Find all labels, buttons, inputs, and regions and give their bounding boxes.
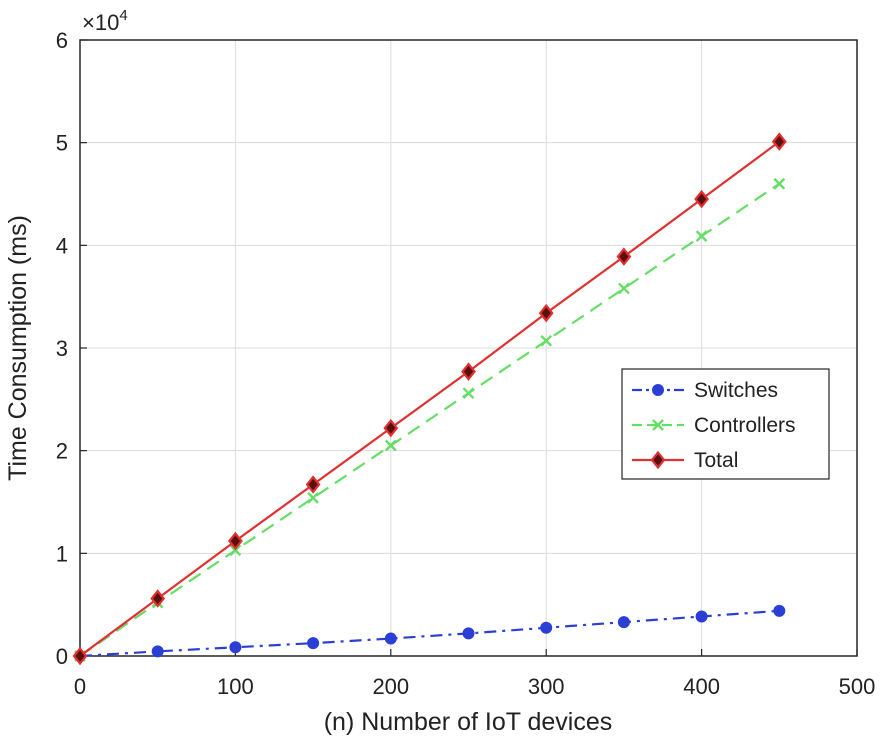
x-tick-label: 400 [683,674,720,699]
data-point-controllers [773,177,786,190]
legend: Switches Controllers Total [621,368,830,480]
legend-marker-total [650,450,666,470]
data-point-switches [307,637,320,650]
grid [79,39,858,657]
series-line-switches [79,609,780,658]
y-axis-label: Time Consumption (ms) [4,215,32,481]
x-axis-label: (n) Number of IoT devices [324,708,613,736]
data-point-switches [151,645,164,658]
legend-marker-switches [652,384,664,396]
data-point-total [150,589,166,608]
data-point-total [461,362,476,381]
data-point-total [383,418,399,438]
data-point-total [538,303,554,323]
x-tick-label: 100 [217,674,254,699]
legend-item-switches: Switches [632,379,778,402]
legend-item-total: Total [632,449,738,472]
legend-marker-controllers [652,419,664,431]
x-tick-label: 200 [372,674,409,699]
data-point-total [72,646,88,666]
data-point-controllers [462,387,475,400]
y-axis: 0 1 2 3 4 5 6 [56,28,87,669]
x-tick-label: 300 [528,674,565,699]
y-tick-label: 4 [56,233,68,258]
data-point-controllers [540,334,553,347]
y-tick-label: 3 [56,336,68,361]
data-point-total [227,531,243,551]
x-tick-label: 0 [74,674,86,699]
data-point-switches [384,632,397,645]
data-point-total [771,132,787,151]
y-tick-label: 1 [56,541,68,566]
data-point-total [694,189,710,209]
y-tick-label: 5 [56,131,68,156]
legend-label-controllers: Controllers [694,414,796,437]
data-point-switches [229,641,242,654]
data-point-controllers [695,230,708,242]
data-point-switches [773,604,786,617]
series-layer [72,132,787,666]
y-axis-multiplier: ×104 [82,7,128,35]
legend-label-total: Total [694,449,738,472]
series-switches [74,604,786,662]
data-point-controllers [384,439,397,452]
data-point-total [305,475,321,494]
y-tick-label: 2 [56,439,68,464]
data-point-switches [617,616,630,629]
series-total [72,132,787,666]
data-point-switches [695,610,708,623]
series-line-total [79,140,780,657]
data-point-switches [462,627,475,640]
x-tick-label: 500 [839,674,876,699]
y-tick-label: 6 [56,28,68,53]
legend-item-controllers: Controllers [632,414,796,437]
x-axis: 0 100 200 300 400 500 [74,649,875,699]
y-tick-label: 0 [56,644,68,669]
data-point-controllers [307,492,319,504]
legend-label-switches: Switches [694,379,778,402]
data-point-total [616,247,632,266]
data-point-switches [540,621,553,634]
series-line-controllers [79,182,780,657]
y-axis-multiplier-exponent: 4 [119,7,127,24]
data-point-controllers [618,282,630,295]
